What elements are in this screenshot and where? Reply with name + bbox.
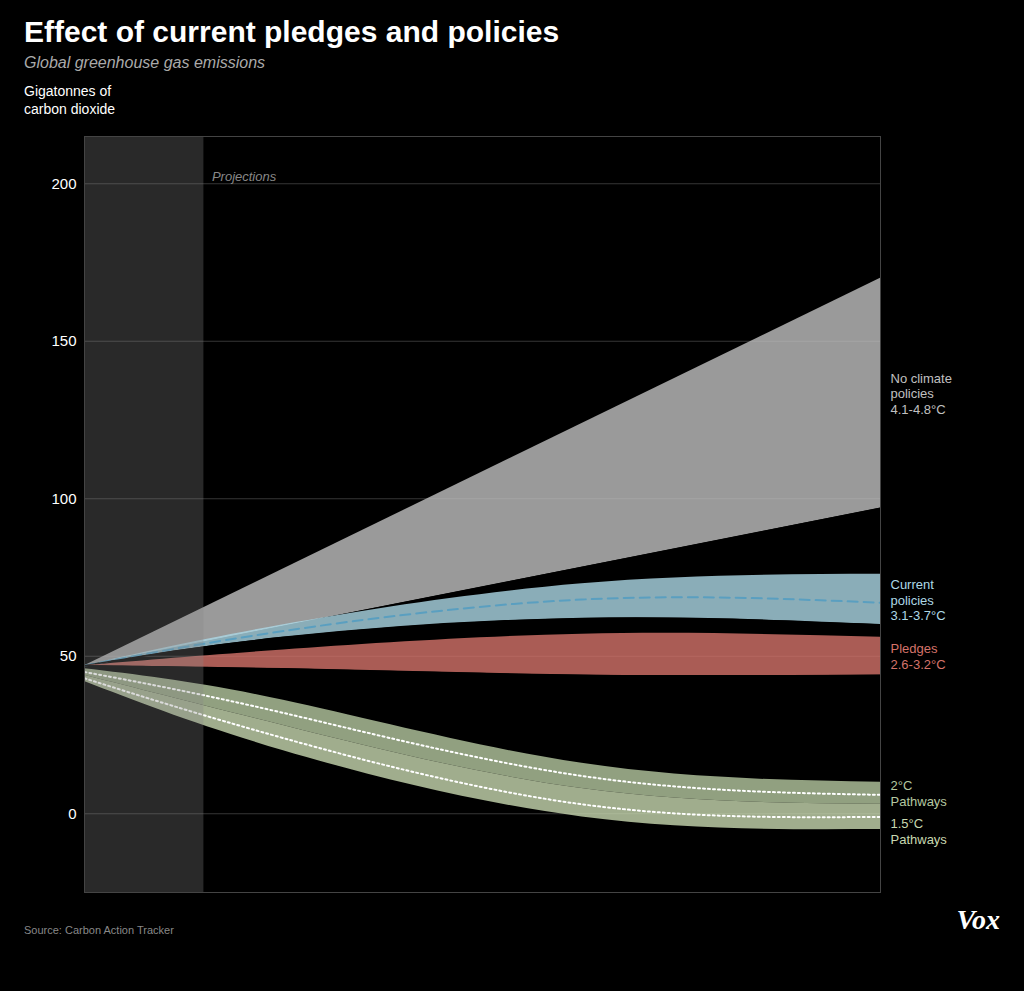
svg-text:0: 0 — [68, 805, 76, 822]
svg-text:1.5°CPathways: 1.5°CPathways — [891, 817, 948, 848]
svg-text:50: 50 — [60, 647, 77, 664]
html-text:Effect of current pledges and: Effect of current pledges and policies — [24, 15, 560, 48]
svg-text:Pledges2.6-3.2°C: Pledges2.6-3.2°C — [891, 642, 946, 673]
html-text:Vox: Vox — [956, 904, 1000, 936]
html-text:Gigatonnes of carbon dioxide: Gigatonnes of carbon dioxide — [24, 83, 116, 118]
html-text:Global greenhouse gas emission: Global greenhouse gas emissions — [24, 54, 265, 71]
svg-text:100: 100 — [51, 490, 76, 507]
svg-text:No climatepolicies4.1-4.8°C: No climatepolicies4.1-4.8°C — [891, 371, 952, 417]
svg-text:150: 150 — [51, 332, 76, 349]
svg-text:2°CPathways: 2°CPathways — [891, 779, 948, 810]
html-text:Source: Carbon Action Tracker: Source: Carbon Action Tracker — [24, 924, 174, 937]
svg-text:Projections: Projections — [212, 169, 277, 184]
svg-text:200: 200 — [51, 175, 76, 192]
svg-text:Currentpolicies3.1-3.7°C: Currentpolicies3.1-3.7°C — [891, 577, 946, 623]
